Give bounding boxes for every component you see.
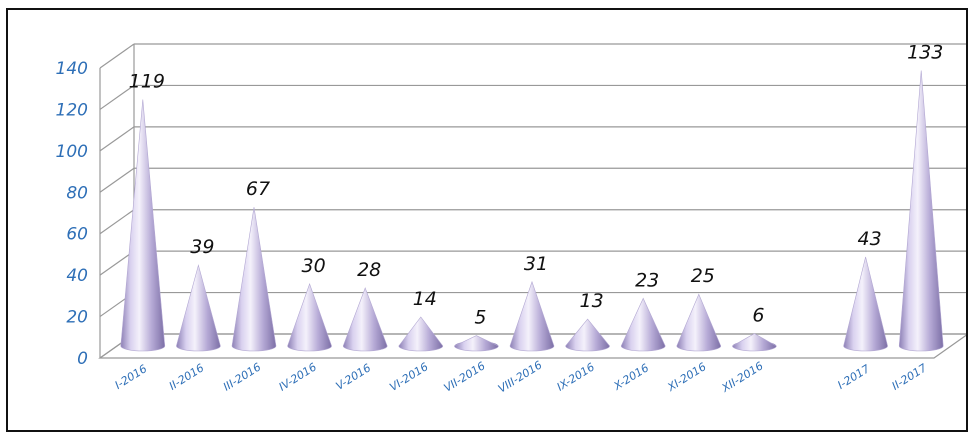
cone-bar bbox=[732, 333, 777, 352]
cone-bar bbox=[565, 318, 610, 352]
y-tick-label: 140 bbox=[56, 59, 88, 79]
gridline-connector bbox=[99, 250, 135, 276]
y-tick-label: 0 bbox=[77, 349, 88, 369]
gridline-connector bbox=[99, 84, 135, 110]
data-labels: 119 39 67 30 28 14 5 31 13 23 25 6 43 133 bbox=[129, 42, 944, 329]
data-label: 23 bbox=[635, 269, 659, 291]
data-label: 133 bbox=[907, 42, 943, 64]
x-tick-label: I-2016 bbox=[113, 362, 150, 392]
data-label: 6 bbox=[752, 305, 764, 327]
x-tick-label: II-2017 bbox=[890, 361, 929, 392]
y-tick-label: 20 bbox=[66, 308, 88, 328]
x-tick-label: IV-2016 bbox=[277, 360, 319, 393]
x-tick-label: VII-2016 bbox=[442, 359, 488, 394]
x-tick-label: II-2016 bbox=[167, 361, 206, 392]
data-label: 39 bbox=[190, 236, 214, 258]
x-axis-ticks: I-2016 II-2016 III-2016 IV-2016 V-2016 VI-201… bbox=[113, 358, 930, 395]
cone-bar bbox=[231, 207, 277, 352]
data-label: 31 bbox=[524, 253, 548, 275]
y-tick-label: 120 bbox=[56, 100, 88, 120]
x-tick-label: VIII-2016 bbox=[496, 358, 545, 395]
x-tick-label: III-2016 bbox=[221, 360, 263, 393]
x-tick-label: VI-2016 bbox=[387, 360, 430, 394]
y-tick-label: 40 bbox=[66, 266, 88, 286]
cone-bar bbox=[342, 287, 388, 352]
chart-frame: 0 20 40 60 80 100 120 140 119 39 67 30 28 14 5 31 13 23 2… bbox=[6, 8, 968, 432]
y-tick-label: 80 bbox=[66, 183, 88, 203]
y-tick-label: 60 bbox=[66, 225, 88, 245]
cone-bar bbox=[398, 316, 444, 352]
gridline-connector bbox=[99, 209, 135, 235]
data-label: 119 bbox=[129, 71, 165, 93]
cone-bar bbox=[454, 335, 499, 352]
data-label: 30 bbox=[302, 255, 326, 277]
cone-bar bbox=[843, 256, 888, 352]
x-tick-label: X-2016 bbox=[611, 361, 651, 393]
gridline-connector bbox=[99, 167, 135, 193]
data-label: 67 bbox=[246, 178, 270, 200]
cone-bar bbox=[620, 297, 666, 352]
cones bbox=[120, 70, 944, 352]
cone-bar bbox=[120, 99, 166, 352]
data-label: 43 bbox=[858, 228, 882, 250]
data-label: 5 bbox=[474, 307, 486, 329]
gridline-connector bbox=[99, 126, 135, 152]
x-tick-label: XII-2016 bbox=[719, 359, 766, 395]
data-label: 28 bbox=[357, 259, 381, 281]
x-tick-label: V-2016 bbox=[334, 361, 374, 392]
gridline-connector bbox=[99, 43, 135, 69]
x-tick-label: XI-2016 bbox=[665, 360, 709, 394]
y-axis-ticks: 0 20 40 60 80 100 120 140 bbox=[56, 59, 88, 369]
cone-bar bbox=[287, 282, 332, 352]
x-tick-label: I-2017 bbox=[835, 362, 872, 392]
cone-bar bbox=[676, 293, 722, 352]
cone-bar bbox=[176, 264, 221, 352]
y-tick-label: 100 bbox=[56, 142, 88, 162]
data-label: 14 bbox=[413, 288, 437, 310]
cone-chart: 0 20 40 60 80 100 120 140 119 39 67 30 28 14 5 31 13 23 2… bbox=[56, 42, 966, 396]
x-tick-label: IX-2016 bbox=[555, 360, 597, 393]
cone-bar bbox=[509, 280, 555, 352]
data-label: 25 bbox=[691, 265, 715, 287]
cone-bar bbox=[898, 70, 944, 352]
data-label: 13 bbox=[580, 290, 604, 312]
